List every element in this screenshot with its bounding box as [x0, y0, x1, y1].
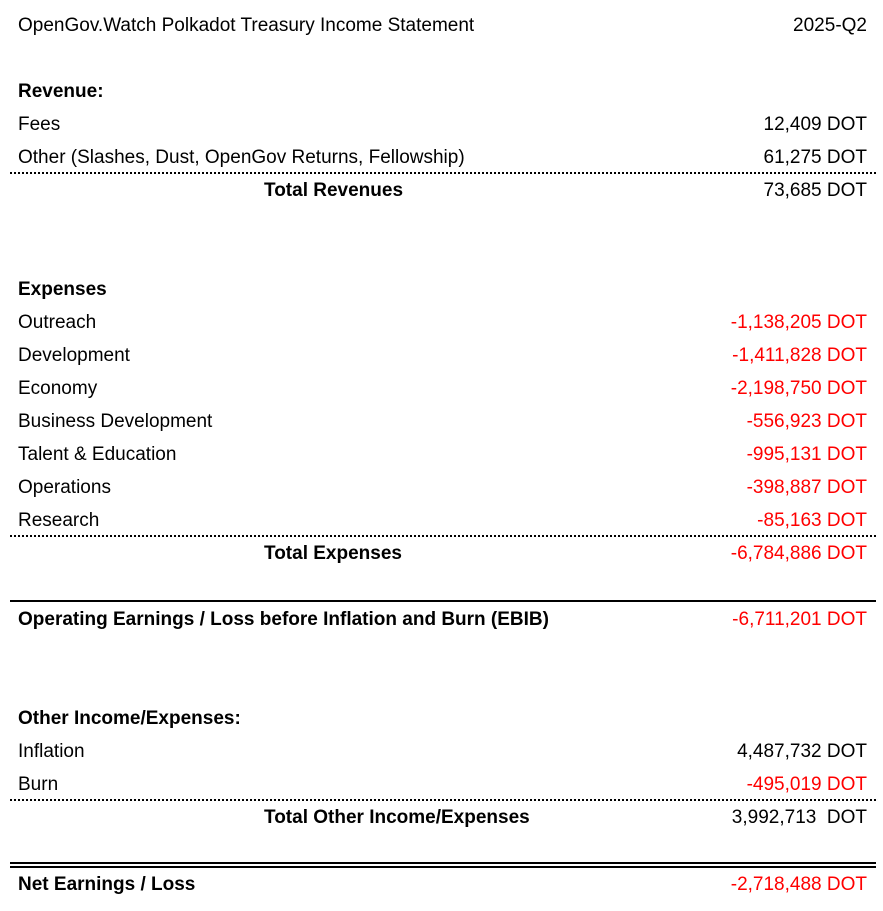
dotted-divider — [10, 172, 876, 174]
expenses-heading: Expenses — [18, 279, 107, 300]
row-label: Outreach — [18, 312, 97, 333]
row-label: Other (Slashes, Dust, OpenGov Returns, F… — [18, 147, 465, 168]
total-expenses-value: -6,784,886 DOT — [730, 543, 867, 564]
revenue-row-other: Other (Slashes, Dust, OpenGov Returns, F… — [10, 141, 876, 174]
net-label: Net Earnings / Loss — [18, 874, 196, 895]
expense-row-research: Research -85,163 DOT — [10, 504, 876, 537]
ebib-value: -6,711,201 DOT — [732, 609, 867, 630]
row-value: -85,163 DOT — [757, 510, 867, 531]
statement-period: 2025-Q2 — [793, 15, 867, 36]
dotted-divider — [10, 535, 876, 537]
total-expenses-row: Total Expenses -6,784,886 DOT — [10, 537, 876, 570]
row-value: 4,487,732 DOT — [737, 741, 867, 762]
row-label: Business Development — [18, 411, 213, 432]
revenue-heading-row: Revenue: — [10, 75, 876, 108]
row-label: Economy — [18, 378, 98, 399]
total-revenues-label: Total Revenues — [264, 180, 404, 201]
total-other-label: Total Other Income/Expenses — [264, 807, 530, 828]
expense-row-operations: Operations -398,887 DOT — [10, 471, 876, 504]
total-revenues-value: 73,685 DOT — [763, 180, 868, 201]
row-label: Talent & Education — [18, 444, 177, 465]
revenue-heading: Revenue: — [18, 81, 104, 102]
expense-row-development: Development -1,411,828 DOT — [10, 339, 876, 372]
total-expenses-label: Total Expenses — [264, 543, 402, 564]
total-revenues-row: Total Revenues 73,685 DOT — [10, 174, 876, 207]
dotted-divider — [10, 799, 876, 801]
row-label: Fees — [18, 114, 61, 135]
row-label: Research — [18, 510, 100, 531]
row-label: Burn — [18, 774, 59, 795]
total-other-value: 3,992,713 DOT — [731, 807, 867, 828]
ebib-label: Operating Earnings / Loss before Inflati… — [18, 609, 549, 630]
row-value: -2,198,750 DOT — [730, 378, 867, 399]
expense-row-economy: Economy -2,198,750 DOT — [10, 372, 876, 405]
other-row-inflation: Inflation 4,487,732 DOT — [10, 735, 876, 768]
double-divider — [10, 862, 876, 868]
row-value: 12,409 DOT — [763, 114, 868, 135]
expense-row-talent-education: Talent & Education -995,131 DOT — [10, 438, 876, 471]
expenses-heading-row: Expenses — [10, 273, 876, 306]
row-value: -495,019 DOT — [746, 774, 867, 795]
row-value: -995,131 DOT — [746, 444, 867, 465]
revenue-row-fees: Fees 12,409 DOT — [10, 108, 876, 141]
total-other-row: Total Other Income/Expenses 3,992,713 DO… — [10, 801, 876, 834]
other-heading: Other Income/Expenses: — [18, 708, 241, 729]
row-value: -1,411,828 DOT — [732, 345, 867, 366]
row-value: -398,887 DOT — [746, 477, 867, 498]
row-label: Inflation — [18, 741, 85, 762]
solid-divider — [10, 600, 876, 602]
statement-title: OpenGov.Watch Polkadot Treasury Income S… — [18, 15, 475, 36]
expense-row-outreach: Outreach -1,138,205 DOT — [10, 306, 876, 339]
row-value: -556,923 DOT — [746, 411, 867, 432]
expense-row-business-development: Business Development -556,923 DOT — [10, 405, 876, 438]
row-label: Operations — [18, 477, 111, 498]
net-row: Net Earnings / Loss -2,718,488 DOT — [10, 868, 876, 901]
row-value: 61,275 DOT — [763, 147, 868, 168]
row-label: Development — [18, 345, 130, 366]
header-row: OpenGov.Watch Polkadot Treasury Income S… — [10, 9, 876, 42]
net-value: -2,718,488 DOT — [730, 874, 867, 895]
other-heading-row: Other Income/Expenses: — [10, 702, 876, 735]
ebib-row: Operating Earnings / Loss before Inflati… — [10, 603, 876, 636]
other-row-burn: Burn -495,019 DOT — [10, 768, 876, 801]
row-value: -1,138,205 DOT — [730, 312, 867, 333]
